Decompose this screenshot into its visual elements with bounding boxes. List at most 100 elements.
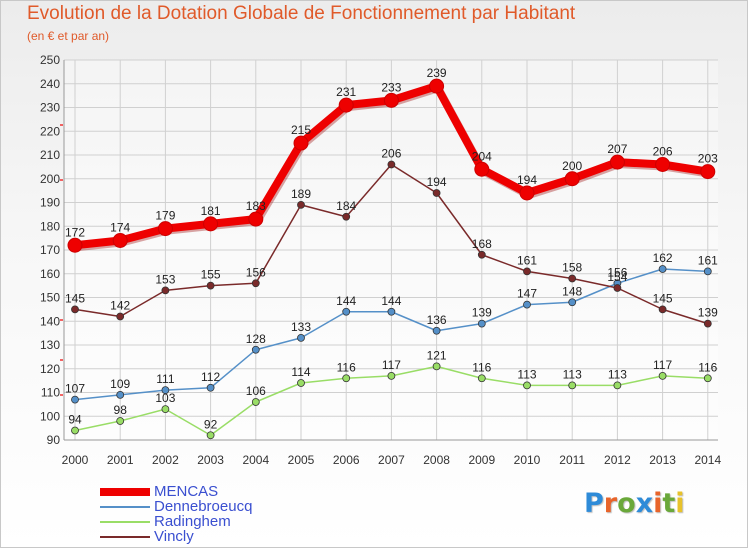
data-label: 144 [336, 294, 356, 308]
data-label: 233 [381, 80, 401, 94]
x-tick-label: 2006 [333, 453, 360, 467]
x-tick-label: 2001 [107, 453, 134, 467]
data-label: 181 [201, 204, 221, 218]
series-radinghem-point [523, 381, 531, 390]
legend-label-dennebroeucq: Dennebroeucq [154, 498, 253, 515]
logo-letter: x [635, 488, 654, 519]
x-tick-label: 2005 [288, 453, 315, 467]
data-label: 156 [607, 265, 627, 279]
data-label: 107 [65, 382, 85, 396]
chart-subtitle: (en € et par an) [27, 29, 110, 43]
series-dennebroeucq-point [251, 345, 260, 354]
data-label: 161 [698, 253, 718, 267]
data-label: 231 [336, 85, 356, 99]
data-label: 206 [653, 145, 673, 159]
series-mencas-point [338, 97, 354, 113]
x-tick-label: 2000 [62, 453, 89, 467]
y-tick-label: 140 [40, 314, 60, 328]
legend-item-radinghem: Radinghem [100, 514, 360, 530]
series-vincly-point [432, 189, 441, 197]
data-label: 183 [246, 199, 266, 213]
y-tick-label: 90 [47, 433, 61, 447]
y-tick-label: 200 [40, 172, 60, 186]
legend-label-vincly: Vincly [154, 528, 194, 545]
legend: MENCAS Dennebroeucq Radinghem Vincly [100, 484, 360, 545]
series-radinghem-point [251, 398, 260, 406]
logo-letter: P [584, 488, 604, 519]
data-label: 204 [472, 149, 492, 163]
series-mencas-point [474, 161, 490, 177]
series-dennebroeucq-point [297, 333, 305, 342]
data-label: 158 [562, 261, 582, 275]
series-radinghem-point [658, 371, 667, 380]
data-label: 109 [110, 377, 130, 391]
series-dennebroeucq-point [658, 265, 667, 273]
series-vincly-point [387, 160, 396, 169]
series-vincly-point [161, 286, 170, 295]
y-tick-label: 240 [40, 77, 60, 91]
series-vincly-point [703, 319, 712, 328]
data-label: 153 [155, 272, 175, 286]
proxiti-logo: Proxiti [584, 488, 685, 519]
x-tick-label: 2012 [604, 453, 631, 467]
data-label: 145 [653, 291, 673, 305]
series-vincly-point [206, 281, 215, 290]
data-label: 114 [291, 365, 310, 379]
series-mencas-point [248, 211, 264, 227]
y-tick-label: 230 [40, 101, 60, 115]
series-mencas-point [203, 216, 219, 232]
data-label: 194 [517, 173, 537, 187]
series-dennebroeucq-point [477, 319, 486, 328]
series-radinghem-point [477, 374, 486, 383]
y-tick-label: 160 [40, 267, 60, 281]
data-label: 156 [246, 265, 266, 279]
x-tick-label: 2003 [197, 453, 224, 467]
series-mencas-point [429, 78, 445, 94]
series-vincly-point [297, 200, 305, 209]
series-radinghem-point [387, 371, 396, 380]
logo-letter: t [662, 488, 676, 519]
data-label: 206 [381, 147, 401, 161]
x-tick-label: 2013 [649, 453, 676, 467]
data-label: 117 [653, 358, 672, 372]
series-vincly-point [658, 305, 667, 314]
chart-title: Evolution de la Dotation Globale de Fonc… [27, 3, 576, 24]
y-tick-label: 170 [40, 243, 60, 257]
series-vincly-point [477, 250, 486, 259]
series-radinghem-point [613, 381, 622, 390]
legend-item-dennebroeucq: Dennebroeucq [100, 498, 360, 515]
series-radinghem-point [297, 379, 305, 387]
data-label: 154 [607, 270, 627, 284]
data-label: 145 [65, 291, 85, 305]
series-mencas-point [655, 157, 671, 172]
legend-swatch-radinghem [100, 521, 150, 523]
series-radinghem-point [206, 431, 215, 440]
data-label: 139 [698, 306, 718, 320]
series-mencas-point [112, 233, 128, 248]
data-label: 148 [562, 284, 582, 298]
series-dennebroeucq-point [432, 326, 441, 335]
data-label: 172 [65, 225, 85, 239]
series-vincly-point [116, 312, 125, 321]
series-dennebroeucq-point [703, 267, 712, 276]
logo-letter: i [653, 488, 663, 519]
x-tick-label: 2002 [152, 453, 179, 467]
series-dennebroeucq-point [206, 383, 215, 392]
series-dennebroeucq-point [342, 307, 351, 316]
x-tick-label: 2007 [378, 453, 405, 467]
logo-letter: o [617, 488, 636, 519]
series-vincly-point [568, 274, 577, 283]
series-dennebroeucq-point [161, 386, 170, 395]
data-label: 147 [517, 287, 537, 301]
data-label: 136 [427, 313, 447, 327]
series-vincly-point [523, 267, 531, 276]
series-mencas-point [564, 171, 580, 187]
series-mencas-point [609, 154, 625, 170]
series-radinghem-point [161, 405, 170, 414]
series-vincly-point [251, 279, 260, 288]
series-radinghem-point [432, 362, 441, 371]
series-dennebroeucq-point [568, 298, 577, 307]
series-vincly-point [342, 212, 351, 221]
data-label: 239 [427, 66, 447, 80]
